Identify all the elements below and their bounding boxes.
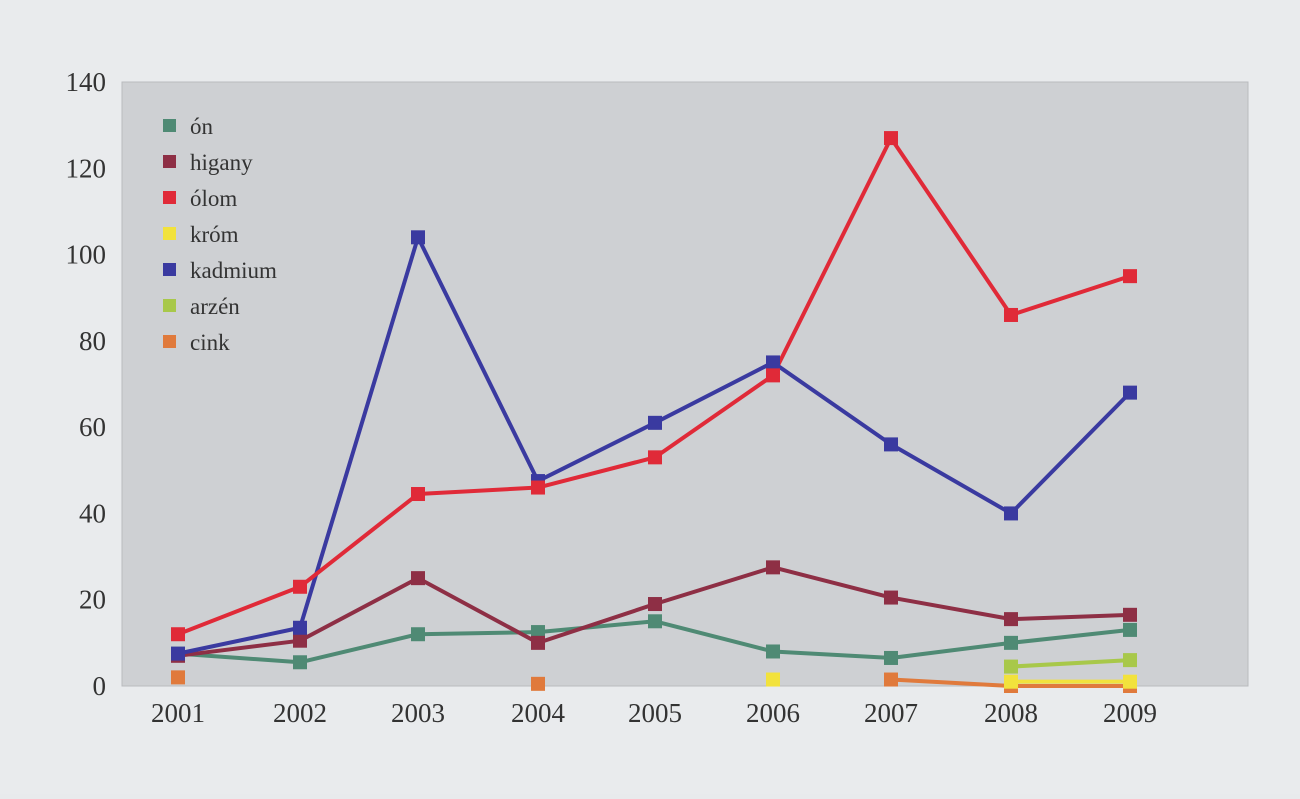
series-line-arzén <box>1010 658 1131 669</box>
y-tick-label: 0 <box>93 671 107 701</box>
x-tick-label: 2005 <box>628 698 682 728</box>
data-point-ólom <box>531 480 545 495</box>
data-point-ólom <box>766 368 780 383</box>
data-point-kadmium <box>766 355 780 370</box>
y-tick-label: 20 <box>79 585 106 615</box>
data-point-kadmium <box>884 437 898 452</box>
data-point-ón <box>884 650 898 665</box>
legend-swatch <box>163 119 176 132</box>
legend-swatch <box>163 155 176 168</box>
data-point-ón <box>1004 635 1018 650</box>
data-point-higany <box>884 590 898 605</box>
data-point-ón <box>1123 622 1137 637</box>
y-tick-label: 60 <box>79 412 106 442</box>
legend-label: kadmium <box>190 258 277 283</box>
legend-label: ón <box>190 114 214 139</box>
data-point-higany <box>648 597 662 612</box>
y-tick-label: 80 <box>79 326 106 356</box>
data-point-ólom <box>293 579 307 594</box>
series-markers <box>171 131 1137 693</box>
x-tick-label: 2004 <box>511 698 566 728</box>
data-point-ólom <box>884 131 898 146</box>
data-point-arzén <box>1123 653 1137 668</box>
data-point-higany <box>293 633 307 648</box>
y-axis: 0 20 40 60 80 100 120 140 <box>66 67 107 701</box>
legend-label: arzén <box>190 294 240 319</box>
data-point-króm <box>766 672 780 687</box>
y-tick-label: 120 <box>66 153 107 183</box>
data-point-ón <box>293 655 307 670</box>
y-tick-label: 100 <box>66 240 107 270</box>
legend-label: cink <box>190 330 230 355</box>
data-point-higany <box>531 635 545 650</box>
data-point-króm <box>1123 674 1137 689</box>
data-point-ón <box>411 627 425 642</box>
data-point-kadmium <box>411 230 425 245</box>
data-point-ón <box>766 644 780 659</box>
data-point-ólom <box>648 450 662 465</box>
data-point-kadmium <box>293 620 307 635</box>
data-point-kadmium <box>1123 385 1137 400</box>
legend-swatch <box>163 335 176 348</box>
data-point-króm <box>1004 674 1018 689</box>
data-point-cink <box>531 676 545 691</box>
legend-swatch <box>163 299 176 312</box>
x-axis: 2001 2002 2003 2004 2005 2006 2007 2008 2009 <box>151 698 1157 728</box>
data-point-ón <box>648 614 662 629</box>
x-tick-label: 2006 <box>746 698 800 728</box>
legend: ón higany ólom króm kadmium arzén cink <box>163 114 277 355</box>
data-point-higany <box>1123 607 1137 622</box>
legend-label: króm <box>190 222 239 247</box>
data-point-ólom <box>171 627 185 642</box>
data-point-higany <box>766 560 780 575</box>
data-point-higany <box>1004 612 1018 627</box>
legend-label: ólom <box>190 186 237 211</box>
x-tick-label: 2001 <box>151 698 205 728</box>
data-point-cink <box>884 672 898 687</box>
data-point-arzén <box>1004 659 1018 674</box>
x-tick-label: 2003 <box>391 698 445 728</box>
data-point-ón <box>531 625 545 640</box>
legend-label: higany <box>190 150 253 175</box>
x-tick-label: 2007 <box>864 698 918 728</box>
data-point-higany <box>411 571 425 586</box>
legend-swatch <box>163 263 176 276</box>
x-tick-label: 2002 <box>273 698 327 728</box>
data-point-kadmium <box>171 646 185 661</box>
data-point-ólom <box>1123 269 1137 284</box>
x-tick-label: 2008 <box>984 698 1038 728</box>
plot-area <box>121 81 1249 687</box>
legend-swatch <box>163 191 176 204</box>
y-tick-label: 40 <box>79 498 106 528</box>
y-tick-label: 140 <box>66 67 107 97</box>
data-point-ólom <box>1004 307 1018 322</box>
x-tick-label: 2009 <box>1103 698 1157 728</box>
legend-swatch <box>163 227 176 240</box>
data-point-cink <box>171 670 185 685</box>
data-point-ólom <box>411 487 425 502</box>
data-point-kadmium <box>648 415 662 430</box>
data-point-kadmium <box>1004 506 1018 521</box>
